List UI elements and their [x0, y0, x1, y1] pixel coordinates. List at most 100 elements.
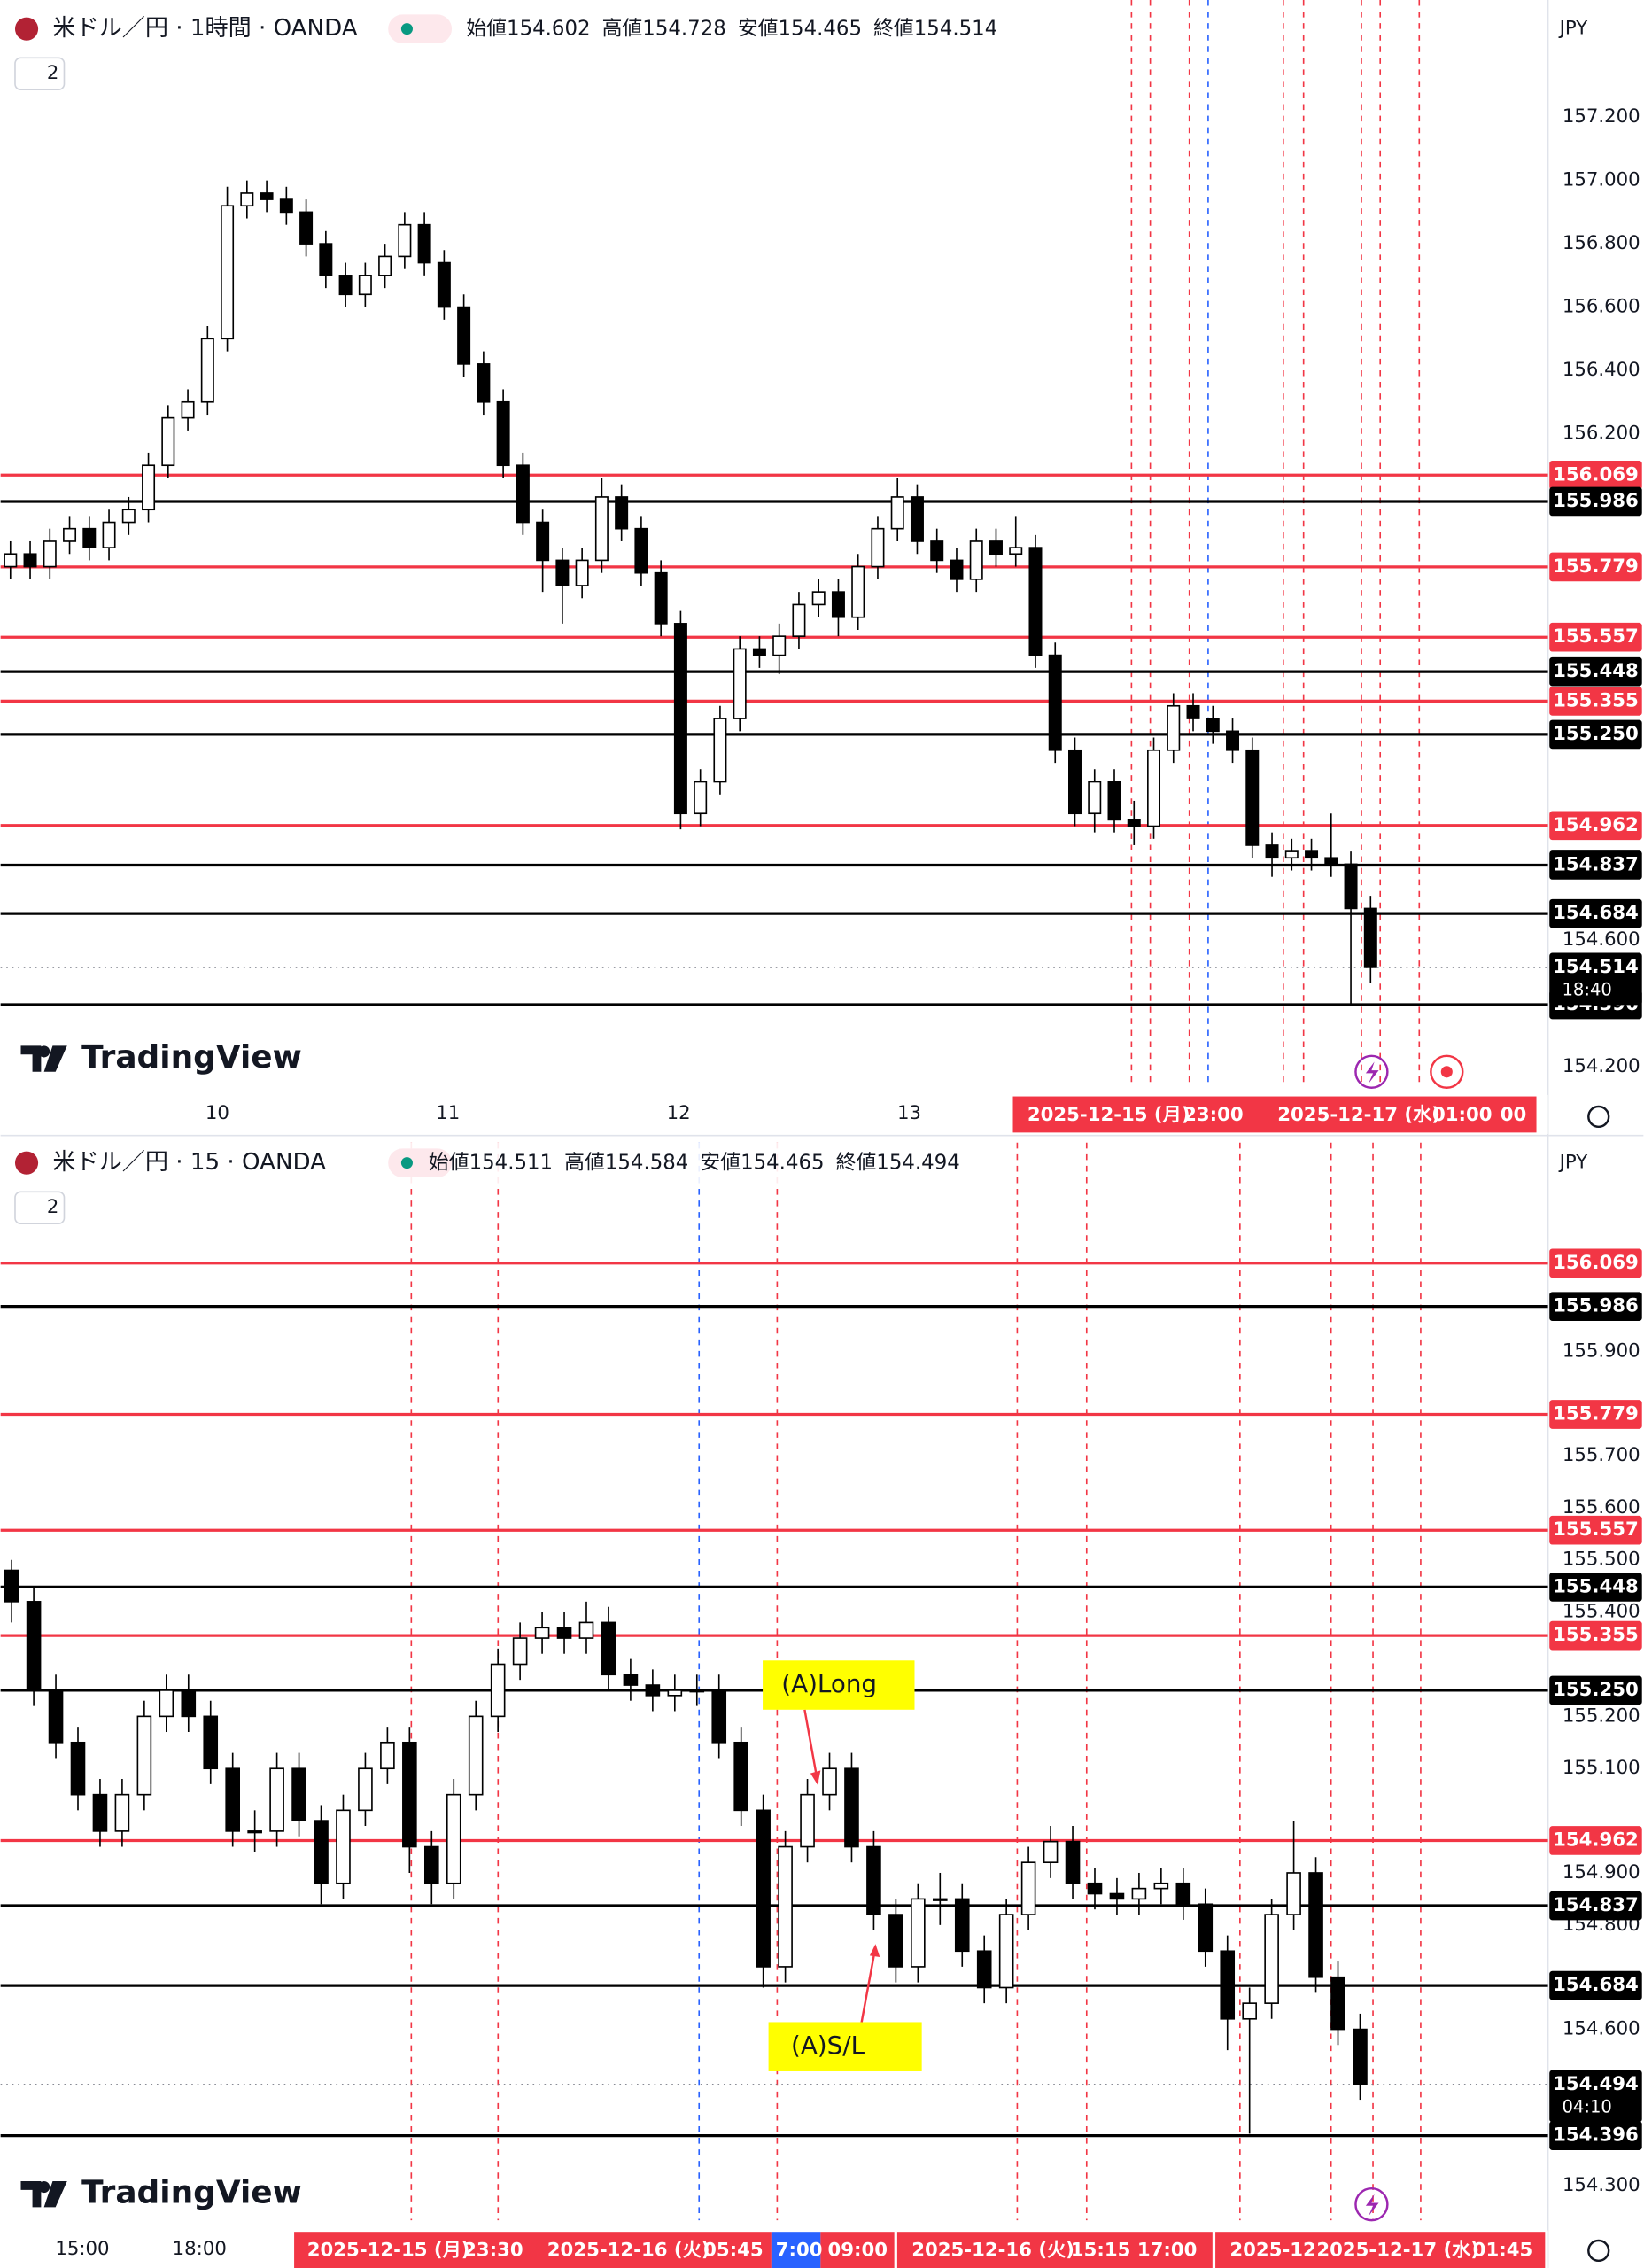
candle-body — [496, 400, 510, 467]
candle-body — [1206, 718, 1220, 733]
candle-body — [48, 1689, 64, 1744]
candle-body — [1153, 1882, 1169, 1890]
candle-body — [851, 565, 865, 618]
level-label-bg — [1549, 1573, 1642, 1602]
y-tick-label: 156.400 — [1563, 359, 1640, 381]
candle-body — [822, 1767, 837, 1796]
candle-body — [1131, 1887, 1147, 1900]
y-tick-label: 155.900 — [1563, 1340, 1640, 1362]
level-label-bg — [1549, 1292, 1642, 1321]
time-marker-pill — [896, 2232, 1213, 2268]
y-tick-label: 154.600 — [1563, 2018, 1640, 2040]
time-marker-pill — [294, 2232, 772, 2268]
candle-body — [1305, 850, 1319, 859]
level-label-bg — [1549, 552, 1642, 582]
time-marker-label: 7:00 — [776, 2239, 823, 2261]
time-marker-label: 2025-12 — [1229, 2239, 1315, 2261]
candle-body — [136, 1715, 152, 1796]
time-marker-label: 23:30 — [463, 2239, 523, 2261]
time-marker-label: 01:45 — [1473, 2239, 1533, 2261]
candle-body — [26, 1601, 42, 1691]
candle-body — [831, 591, 845, 618]
level-label-bg — [1549, 1970, 1642, 2000]
candle-body — [1175, 1882, 1191, 1906]
candle-body — [4, 553, 18, 568]
candle-body — [291, 1767, 306, 1821]
candle-body — [380, 1741, 395, 1770]
candle-body — [950, 559, 964, 580]
level-label: 154.837 — [1553, 1894, 1639, 1916]
level-label: 154.962 — [1553, 814, 1639, 836]
candle-body — [378, 255, 392, 276]
candle-body — [1245, 749, 1260, 846]
ohlc-label: 高値 — [602, 17, 643, 40]
candle-body — [932, 1898, 948, 1901]
current-price-label: 154.514 — [1553, 956, 1639, 978]
currency-label: JPY — [1558, 18, 1588, 40]
ohlc-value: 154.584 — [605, 1151, 688, 1174]
time-marker-label: 2025-12-17 (水) — [1316, 2239, 1479, 2261]
x-tick-label: 12 — [667, 1102, 691, 1124]
candle-body — [1324, 857, 1338, 866]
time-marker-label: 2025-12-15 (月) — [307, 2239, 470, 2261]
y-tick-label: 154.600 — [1563, 928, 1640, 951]
candle-body — [477, 363, 491, 403]
indicator-count: 2 — [47, 62, 59, 84]
time-marker-label: 05:45 — [703, 2239, 764, 2261]
level-label: 156.069 — [1553, 1252, 1639, 1274]
candle-body — [1109, 1892, 1125, 1900]
candle-body — [601, 1621, 616, 1676]
y-tick-label: 154.300 — [1563, 2174, 1640, 2196]
candle-body — [989, 540, 1003, 555]
candle-body — [556, 1627, 572, 1639]
level-label: 156.069 — [1553, 463, 1639, 485]
level-label: 155.557 — [1553, 625, 1639, 648]
level-label: 154.684 — [1553, 1974, 1639, 1996]
ohlc-value: 154.494 — [876, 1151, 959, 1174]
candle-body — [114, 1793, 130, 1832]
ohlc-legend: 始値154.602 高値154.728 安値154.465 終値154.514 — [466, 17, 997, 40]
y-tick-label: 156.800 — [1563, 232, 1640, 254]
y-tick-label: 155.500 — [1563, 1549, 1640, 1571]
candle-body — [673, 623, 687, 815]
ohlc-value: 154.465 — [779, 17, 862, 40]
ohlc-label: 始値 — [466, 17, 507, 40]
candle-body — [1363, 907, 1377, 968]
alert-icon — [1354, 1054, 1389, 1089]
settings-icon[interactable] — [1587, 1105, 1610, 1129]
candle-body — [1220, 1950, 1236, 2020]
candle-body — [623, 1674, 639, 1686]
candle-body — [490, 1663, 506, 1718]
candle-body — [1242, 2002, 1257, 2020]
settings-icon[interactable] — [1587, 2239, 1610, 2263]
candle-body — [1284, 850, 1299, 859]
y-tick-label: 157.200 — [1563, 105, 1640, 128]
level-label: 155.355 — [1553, 1624, 1639, 1646]
level-label: 155.557 — [1553, 1518, 1639, 1541]
candle-body — [969, 540, 983, 580]
candle-body — [594, 496, 609, 562]
brand-logo — [20, 2181, 67, 2208]
candle-body — [468, 1715, 484, 1796]
ohlc-label: 終値 — [873, 17, 914, 40]
candle-body — [221, 205, 235, 340]
candle-body — [1198, 1903, 1214, 1953]
y-tick-label: 154.900 — [1563, 1861, 1640, 1884]
countdown-label: 18:40 — [1562, 980, 1611, 1000]
time-marker-label: 01:00 — [1432, 1104, 1493, 1126]
candle-body — [4, 1569, 19, 1603]
candle-body — [82, 527, 97, 548]
candle-body — [240, 192, 254, 207]
ohlc-value: 154.728 — [642, 17, 725, 40]
status-dot — [400, 23, 413, 35]
candle-body — [1028, 547, 1043, 656]
alert-icon — [1365, 1061, 1379, 1084]
candle-body — [930, 540, 944, 562]
candle-body — [890, 496, 904, 530]
candle-body — [634, 527, 648, 574]
y-tick-label: 156.600 — [1563, 296, 1640, 318]
level-label: 155.986 — [1553, 490, 1639, 512]
record-icon — [1430, 1054, 1464, 1089]
candle-body — [161, 416, 175, 467]
